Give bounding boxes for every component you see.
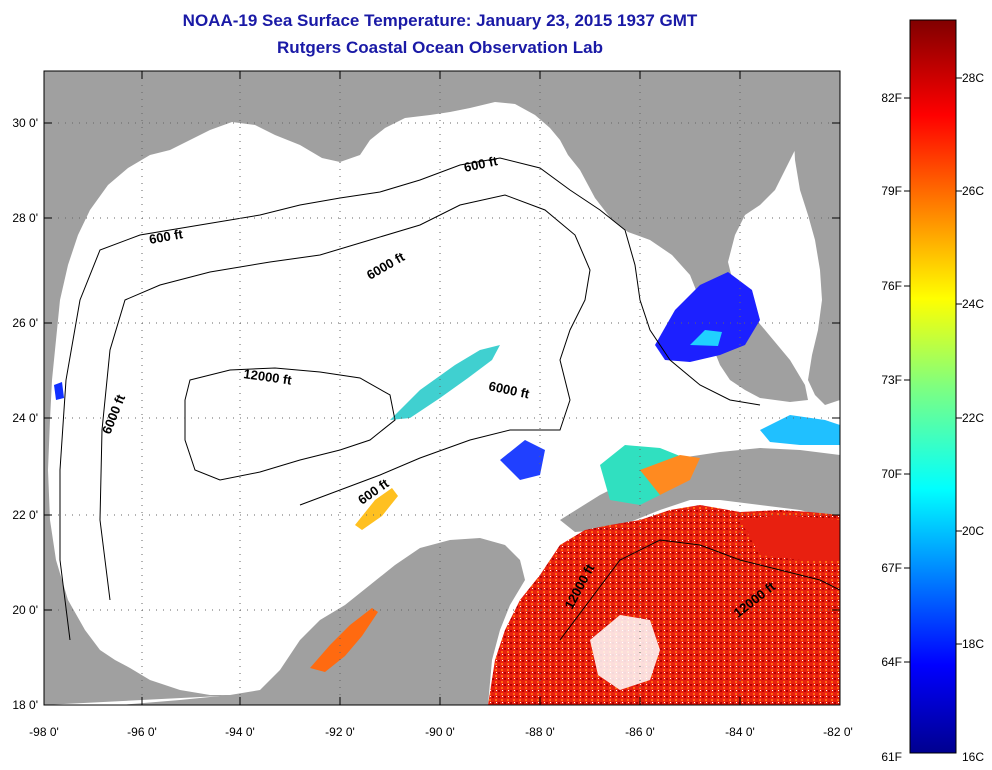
contour-6000ft (99, 194, 591, 601)
lon-label: -94 0' (225, 725, 255, 739)
colorbar-f-label: 73F (881, 373, 902, 387)
lon-label: -88 0' (525, 725, 555, 739)
sst-patch-loop-blue (500, 440, 545, 480)
lat-label: 30 0' (12, 116, 38, 130)
sst-patch-florida-shelf (655, 272, 760, 362)
lon-label: -90 0' (425, 725, 455, 739)
colorbar-f-label: 79F (881, 184, 902, 198)
axis-ticks (44, 71, 840, 705)
land-us-coast (44, 71, 840, 705)
land-florida (790, 71, 840, 405)
sst-patch-west (54, 382, 64, 400)
sst-patch-central-cyan (390, 345, 500, 420)
contour-label: 600 ft (463, 153, 500, 175)
lat-label: 24 0' (12, 411, 38, 425)
sst-patch-campeche-yellow (355, 488, 398, 530)
lon-label: -86 0' (625, 725, 655, 739)
sst-patch-keys (760, 415, 840, 445)
colorbar-c-label: 18C (962, 637, 984, 651)
colorbar-f-label: 82F (881, 91, 902, 105)
contour-label: 12000 ft (243, 366, 294, 388)
map-title: NOAA-19 Sea Surface Temperature: January… (182, 11, 698, 30)
lon-label: -82 0' (823, 725, 853, 739)
lon-label: -92 0' (325, 725, 355, 739)
colorbar-c-label: 22C (962, 411, 984, 425)
contour-label: 600 ft (148, 226, 185, 247)
lat-label: 22 0' (12, 508, 38, 522)
lat-label: 28 0' (12, 211, 38, 225)
colorbar-c-label: 26C (962, 184, 984, 198)
lon-label: -98 0' (29, 725, 59, 739)
land-cuba (560, 448, 840, 532)
lon-label: -96 0' (127, 725, 157, 739)
contour-12000ft (184, 367, 396, 481)
sst-patch-campeche (310, 608, 378, 672)
land-mexico-yucatan (44, 538, 525, 705)
lon-label: -84 0' (725, 725, 755, 739)
colorbar-c-label: 28C (962, 71, 984, 85)
sst-patch-warm-south (488, 505, 840, 705)
lat-label: 26 0' (12, 316, 38, 330)
lat-label: 20 0' (12, 603, 38, 617)
colorbar-c-label: 24C (962, 297, 984, 311)
colorbar (909, 19, 957, 754)
contour-600ft (59, 157, 761, 641)
lat-label: 18 0' (12, 698, 38, 712)
colorbar-f-label: 76F (881, 279, 902, 293)
contour-yucatan-12000ft (559, 539, 840, 641)
map-subtitle: Rutgers Coastal Ocean Observation Lab (277, 38, 603, 57)
colorbar-f-label: 64F (881, 655, 902, 669)
colorbar-f-label: 67F (881, 561, 902, 575)
bathymetry-contours (59, 157, 840, 641)
colorbar-f-label: 61F (881, 750, 902, 764)
colorbar-ticks (904, 77, 962, 663)
sst-patch-cuba-north (640, 455, 700, 495)
colorbar-f-label: 70F (881, 467, 902, 481)
colorbar-c-label: 20C (962, 524, 984, 538)
map-frame (43, 70, 841, 706)
graticule (44, 71, 840, 705)
colorbar-c-label: 16C (962, 750, 984, 764)
sst-patch-florida-shelf-cyan (690, 330, 722, 346)
sst-patch-cuba-red (740, 515, 840, 560)
sst-patch-cool-mexico-east (590, 615, 660, 690)
